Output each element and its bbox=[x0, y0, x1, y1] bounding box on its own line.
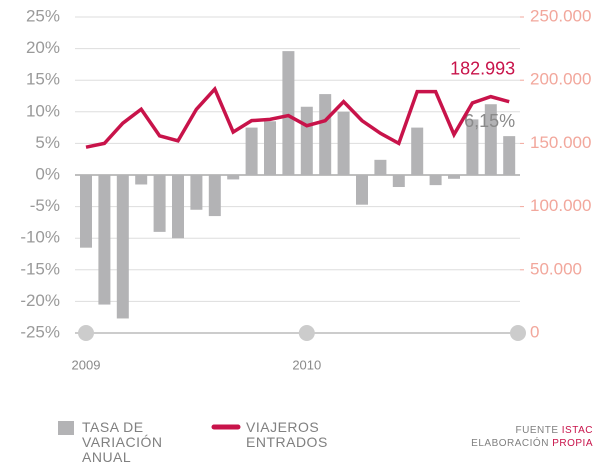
source: FUENTE ISTAC bbox=[516, 425, 594, 436]
legend-swatch bbox=[58, 421, 74, 435]
axis-dot bbox=[510, 325, 526, 341]
y2-tick-label: 0 bbox=[530, 322, 539, 341]
source-value: PROPIA bbox=[552, 438, 593, 449]
legend-label: VIAJEROS ENTRADOS bbox=[246, 419, 328, 450]
line bbox=[85, 85, 510, 149]
bar bbox=[466, 119, 479, 175]
y2-tick-label: 50.000 bbox=[530, 259, 582, 278]
bar bbox=[484, 104, 497, 175]
bar bbox=[172, 175, 184, 239]
data-label: 182.993 bbox=[450, 58, 515, 78]
bar bbox=[98, 175, 111, 305]
bar bbox=[337, 111, 350, 175]
source: ELABORACIÓN PROPIA bbox=[471, 438, 593, 449]
y2-tick-label: 150.000 bbox=[530, 133, 591, 152]
bar bbox=[153, 175, 166, 232]
source-label: FUENTE bbox=[515, 425, 559, 436]
y-tick-label: 15% bbox=[26, 70, 60, 89]
bar bbox=[282, 51, 295, 175]
bar bbox=[392, 175, 405, 188]
y-tick-label: 5% bbox=[35, 133, 60, 152]
bar bbox=[208, 175, 221, 217]
axis-dot bbox=[298, 325, 315, 341]
y-tick-label: -15% bbox=[20, 259, 60, 278]
bar bbox=[116, 175, 129, 319]
y-tick-label: -5% bbox=[30, 196, 60, 215]
bar bbox=[356, 175, 368, 205]
bar bbox=[264, 121, 276, 175]
bar bbox=[245, 127, 258, 175]
bar bbox=[135, 175, 148, 185]
x-tick-label: 2010 bbox=[292, 357, 321, 372]
bar bbox=[429, 175, 442, 186]
bar bbox=[374, 159, 387, 175]
y2-tick-label: 200.000 bbox=[530, 70, 591, 89]
bar bbox=[411, 127, 424, 175]
y2-tick-label: 250.000 bbox=[530, 6, 591, 25]
bar bbox=[190, 175, 203, 210]
bar bbox=[503, 136, 516, 175]
bar bbox=[80, 175, 92, 248]
bar bbox=[227, 175, 240, 180]
y-tick-label: 0% bbox=[35, 164, 60, 183]
x-tick-label: 2009 bbox=[72, 357, 101, 372]
bar bbox=[300, 106, 313, 175]
source-value: ISTAC bbox=[561, 425, 593, 436]
y-tick-label: 10% bbox=[26, 101, 60, 120]
source-label: ELABORACIÓN bbox=[471, 438, 549, 449]
y-tick-label: 20% bbox=[26, 38, 60, 57]
axis-dot bbox=[78, 325, 94, 341]
bar bbox=[319, 94, 332, 175]
y-tick-label: -20% bbox=[20, 291, 60, 310]
bar bbox=[448, 175, 460, 179]
data-label: 6,15% bbox=[464, 111, 515, 131]
y-tick-label: -10% bbox=[20, 228, 60, 247]
y-tick-label: 25% bbox=[26, 6, 60, 25]
legend bbox=[58, 421, 241, 435]
y-tick-label: -25% bbox=[20, 322, 60, 341]
y2-tick-label: 100.000 bbox=[530, 196, 591, 215]
legend-label: TASA DE VARIACIÓN ANUAL bbox=[82, 419, 163, 465]
